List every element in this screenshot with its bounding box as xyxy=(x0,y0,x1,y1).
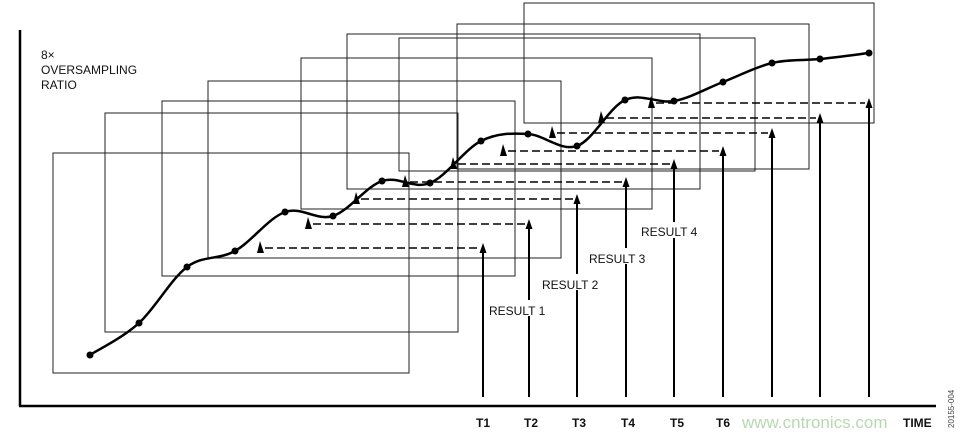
small-arrowhead-icon xyxy=(549,126,556,138)
arrowhead-icon xyxy=(816,113,824,123)
sample-point xyxy=(477,137,485,145)
arrowhead-icon xyxy=(865,98,873,108)
sample-window-9 xyxy=(523,2,875,124)
signal-line xyxy=(89,51,870,357)
sample-window-7 xyxy=(398,37,756,172)
sample-point xyxy=(768,59,776,67)
sample-point xyxy=(573,142,581,150)
sample-point xyxy=(621,96,629,104)
arrowhead-icon xyxy=(768,128,776,138)
sample-point xyxy=(281,208,289,216)
result-3-label: RESULT 3 xyxy=(589,252,646,266)
signal-curve xyxy=(86,49,873,359)
sample-point xyxy=(670,97,678,105)
arrowhead-icon xyxy=(670,159,678,169)
figure-id: 20155-004 xyxy=(947,389,956,428)
small-arrowhead-icon xyxy=(648,96,655,108)
result-2-label: RESULT 2 xyxy=(542,278,599,292)
result-4-label: RESULT 4 xyxy=(641,225,698,239)
sample-point xyxy=(329,212,337,220)
ratio-label-line1: 8× xyxy=(41,48,55,62)
small-arrowhead-icon xyxy=(257,241,264,253)
t6-label: T6 xyxy=(716,416,730,430)
arrowhead-icon xyxy=(573,194,581,204)
sample-point xyxy=(426,179,434,187)
ratio-label-line2: OVERSAMPLING xyxy=(41,63,137,77)
watermark: www.cntronics.com xyxy=(741,413,887,432)
sample-point xyxy=(816,55,824,63)
sample-window-2 xyxy=(104,112,459,333)
t3-label: T3 xyxy=(572,416,586,430)
sample-point xyxy=(719,78,727,86)
sample-point xyxy=(183,263,191,271)
sample-windows xyxy=(52,2,875,374)
t4-label: T4 xyxy=(621,416,635,430)
time-axis-label: TIME xyxy=(903,416,932,430)
ratio-label-line3: RATIO xyxy=(41,78,77,92)
arrowhead-icon xyxy=(719,146,727,156)
arrowhead-icon xyxy=(479,243,487,253)
t2-label: T2 xyxy=(524,416,538,430)
sample-window-5 xyxy=(300,57,653,210)
sample-point xyxy=(86,351,94,359)
arrowhead-icon xyxy=(622,177,630,187)
small-arrowhead-icon xyxy=(500,144,507,156)
sample-point xyxy=(378,177,386,185)
sample-point xyxy=(135,319,143,327)
sample-window-1 xyxy=(52,152,410,374)
result-1-label: RESULT 1 xyxy=(489,304,546,318)
sample-point xyxy=(524,130,532,138)
t1-label: T1 xyxy=(476,416,490,430)
sample-point xyxy=(865,49,873,57)
small-arrowhead-icon xyxy=(305,217,312,229)
arrowhead-icon xyxy=(525,219,533,229)
t5-label: T5 xyxy=(670,416,684,430)
sample-point xyxy=(231,247,239,255)
result-labels: RESULT 1 RESULT 2 RESULT 3 RESULT 4 xyxy=(486,222,704,318)
sample-window-8 xyxy=(456,23,810,170)
sample-arrows xyxy=(479,98,873,397)
